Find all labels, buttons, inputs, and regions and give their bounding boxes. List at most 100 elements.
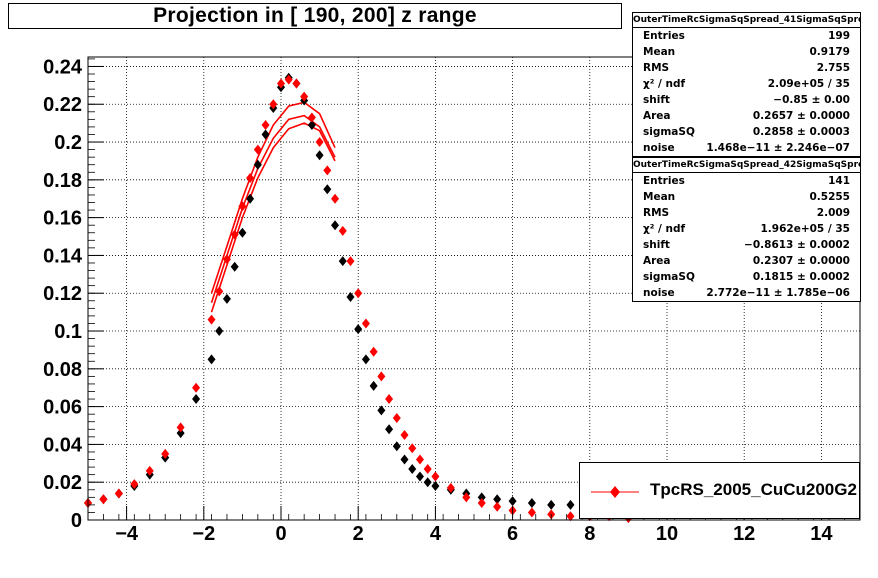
y-tick-label: 0.06: [43, 397, 82, 419]
series-red: [84, 74, 633, 524]
data-point: [277, 78, 285, 89]
stats-label: sigmaSQ: [643, 271, 695, 283]
y-tick-label: 0.04: [43, 434, 83, 456]
y-tick-label: 0.12: [43, 283, 82, 305]
stats-row-chi2: χ² / ndf 2.09e+05 / 35: [633, 76, 860, 92]
data-point: [477, 492, 486, 503]
data-point: [377, 405, 386, 416]
data-point: [261, 129, 270, 140]
data-point: [338, 225, 347, 236]
stats-value: 2.755: [816, 62, 850, 74]
data-point: [323, 184, 332, 195]
stats-label: Area: [643, 110, 671, 122]
data-point: [493, 501, 502, 512]
y-tick-label: 0.14: [43, 245, 83, 267]
stats-value: 0.2858 ± 0.0003: [752, 126, 850, 138]
data-point: [346, 256, 355, 267]
stats-box-42: OuterTimeRcSigmaSqSpread_42SigmaSqSpread…: [632, 157, 861, 302]
y-tick-label: 0.16: [43, 208, 82, 230]
data-point: [315, 150, 324, 161]
data-point: [300, 91, 309, 102]
stats-label: sigmaSQ: [643, 126, 695, 138]
stats-row-noise: noise 1.468e−11 ± 2.246e−07: [633, 140, 860, 156]
stats-value: 0.9179: [809, 46, 850, 58]
stats-label: RMS: [643, 207, 670, 219]
y-tick-label: 0.18: [43, 170, 82, 192]
data-point: [323, 165, 332, 176]
stats-row-chi2: χ² / ndf 1.962e+05 / 35: [633, 221, 860, 237]
data-point: [493, 494, 502, 505]
stats-label: Area: [643, 255, 671, 267]
stats-label: noise: [643, 142, 675, 154]
x-tick-label: 14: [810, 523, 833, 545]
stats-label: Entries: [643, 175, 685, 187]
data-point: [346, 292, 355, 303]
data-point: [508, 496, 517, 507]
data-point: [377, 371, 386, 382]
stats-row-mean: Mean 0.5255: [633, 189, 860, 205]
data-point: [269, 99, 278, 110]
stats-value: −0.85 ± 0.00: [773, 94, 850, 106]
legend-marker-icon: [610, 486, 620, 498]
data-point: [145, 465, 154, 476]
data-point: [292, 78, 301, 89]
data-point: [400, 454, 409, 465]
data-point: [230, 261, 239, 272]
stats-value: −0.8613 ± 0.0002: [744, 239, 850, 251]
x-tick-label: 4: [430, 523, 442, 545]
data-point: [385, 424, 394, 435]
data-point: [361, 318, 370, 329]
axes: −4 −2 0 2 4 6 8 10 12 14 0 0.02 0.04 0.06 0.08 0.1 0.12 0…: [43, 56, 845, 545]
stats-row-area: Area 0.2657 ± 0.0000: [633, 108, 860, 124]
data-point: [230, 229, 239, 240]
data-point: [161, 448, 170, 459]
stats-label: shift: [643, 239, 670, 251]
stats-value: 0.5255: [809, 191, 850, 203]
stats-row-shift: shift −0.85 ± 0.00: [633, 92, 860, 108]
data-point: [392, 441, 401, 452]
data-point: [369, 346, 378, 357]
data-point: [527, 507, 536, 518]
data-point: [354, 324, 363, 335]
data-point: [331, 220, 340, 231]
data-point: [238, 227, 247, 238]
data-point: [331, 193, 340, 204]
stats-value: 199: [828, 30, 850, 42]
data-point: [215, 326, 224, 337]
data-point: [392, 412, 401, 423]
data-point: [369, 380, 378, 391]
data-point: [385, 394, 394, 405]
stats-row-area: Area 0.2307 ± 0.0000: [633, 253, 860, 269]
data-point: [408, 463, 417, 474]
data-point: [222, 293, 231, 304]
data-point: [408, 443, 417, 454]
stats-row-rms: RMS 2.009: [633, 205, 860, 221]
stats-label: Mean: [643, 191, 676, 203]
data-point: [547, 499, 556, 510]
stats-row-sigmasq: sigmaSQ 0.2858 ± 0.0003: [633, 124, 860, 140]
data-point: [192, 394, 201, 405]
data-point: [566, 499, 575, 510]
data-point: [192, 382, 201, 393]
x-tick-label: 8: [584, 523, 595, 545]
legend-marker: [591, 486, 639, 498]
stats-label: χ² / ndf: [643, 78, 686, 90]
data-point: [527, 497, 536, 508]
data-point: [415, 471, 424, 482]
stats-row-entries: Entries 141: [633, 173, 860, 189]
stats-row-shift: shift −0.8613 ± 0.0002: [633, 237, 860, 253]
data-point: [246, 193, 255, 204]
stats-value: 0.2307 ± 0.0000: [752, 255, 850, 267]
data-point: [99, 494, 108, 505]
stats-box-41: OuterTimeRcSigmaSqSpread_41SigmaSqSpread…: [632, 12, 861, 157]
data-point: [176, 422, 185, 433]
data-point: [307, 120, 316, 131]
x-tick-label: 6: [507, 523, 518, 545]
stats-label: RMS: [643, 62, 670, 74]
legend-box: TpcRS_2005_CuCu200G2: [579, 462, 860, 519]
stats-row-entries: Entries 199: [633, 28, 860, 44]
fit-curves: [210, 101, 336, 313]
stats-value: 2.009: [816, 207, 850, 219]
data-series: [84, 72, 652, 524]
